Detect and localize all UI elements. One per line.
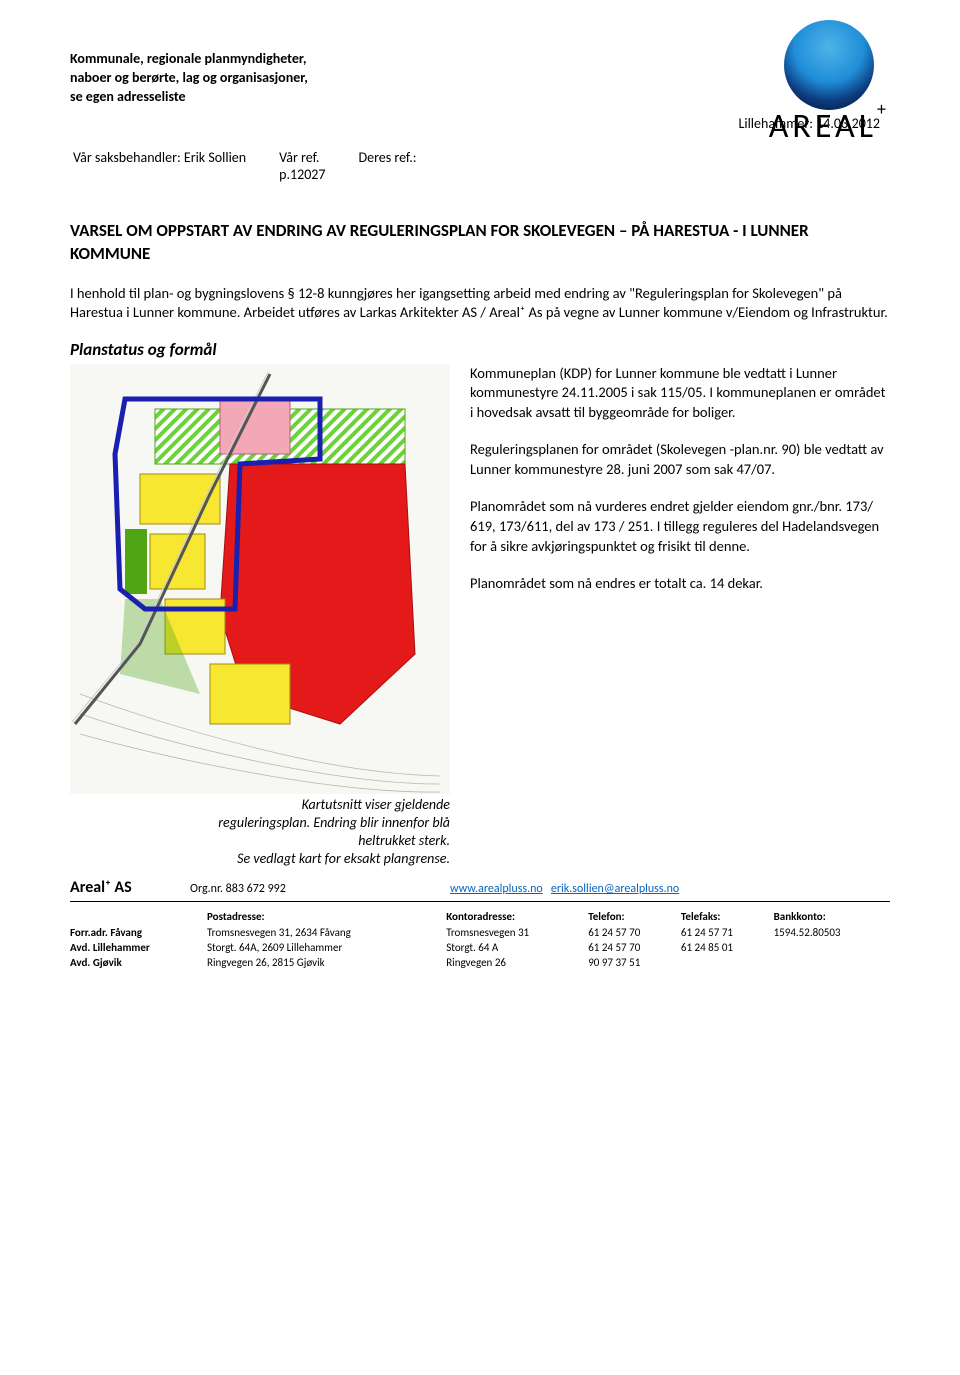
map-zone-yellow (210, 664, 290, 724)
case-handler: Vår saksbehandler: Erik Sollien (72, 148, 276, 184)
website-link[interactable]: www.arealpluss.no (450, 882, 543, 896)
two-column-layout: Kartutsnitt viser gjeldende reguleringsp… (70, 364, 890, 869)
col-header: Kontoradresse: (446, 908, 588, 925)
footer-links: www.arealpluss.no erik.sollien@arealplus… (450, 882, 679, 896)
cell (774, 940, 890, 955)
footer-brand: Areal⁺ AS (70, 878, 190, 897)
footer-address-table: Postadresse: Kontoradresse: Telefon: Tel… (70, 908, 890, 970)
table-row: Avd. Gjøvik Ringvegen 26, 2815 Gjøvik Ri… (70, 955, 890, 970)
caption-line: Se vedlagt kart for eksakt plangrense. (70, 850, 450, 868)
recipient-line: se egen adresseliste (70, 88, 890, 107)
cell: Ringvegen 26, 2815 Gjøvik (207, 955, 446, 970)
col-header: Telefaks: (681, 908, 774, 925)
caption-line: Kartutsnitt viser gjeldende (70, 796, 450, 814)
caption-line: reguleringsplan. Endring blir innenfor b… (70, 814, 450, 832)
table-header-row: Postadresse: Kontoradresse: Telefon: Tel… (70, 908, 890, 925)
map-zone-green (125, 529, 147, 594)
cell (774, 955, 890, 970)
cell: 61 24 85 01 (681, 940, 774, 955)
table-row: Forr.adr. Fåvang Tromsnesvegen 31, 2634 … (70, 925, 890, 940)
logo-word: AREAL (769, 106, 877, 147)
our-ref-label: Vår ref. (279, 149, 325, 166)
company-logo: AREAL+ (769, 20, 890, 147)
recipient-block: Kommunale, regionale planmyndigheter, na… (70, 50, 890, 107)
cell: Tromsnesvegen 31, 2634 Fåvang (207, 925, 446, 940)
zoning-map (70, 364, 450, 794)
date-line: Lillehammer: 14.03.2012 (70, 115, 880, 132)
paragraph: Kommuneplan (KDP) for Lunner kommune ble… (470, 364, 890, 423)
logo-plus-icon: + (877, 98, 890, 120)
cell: 61 24 57 70 (588, 925, 681, 940)
cell: 90 97 37 51 (588, 955, 681, 970)
col-header: Bankkonto: (774, 908, 890, 925)
footer-divider (70, 901, 890, 902)
cell: Avd. Gjøvik (70, 955, 207, 970)
cell: Ringvegen 26 (446, 955, 588, 970)
col-header: Postadresse: (207, 908, 446, 925)
our-ref-value: p.12027 (279, 166, 325, 183)
logo-circle-icon (784, 20, 874, 110)
reference-table: Vår saksbehandler: Erik Sollien Vår ref.… (70, 146, 449, 186)
cell: Avd. Lillehammer (70, 940, 207, 955)
footer-org-number: Org.nr. 883 672 992 (190, 882, 450, 896)
footer-brand-text: Areal⁺ AS (70, 878, 132, 897)
caption-line: heltrukket sterk. (70, 832, 450, 850)
table-row: Avd. Lillehammer Storgt. 64A, 2609 Lille… (70, 940, 890, 955)
footer-top-row: Areal⁺ AS Org.nr. 883 672 992 www.arealp… (70, 878, 890, 897)
footer: Areal⁺ AS Org.nr. 883 672 992 www.arealp… (70, 878, 890, 970)
col-header (70, 908, 207, 925)
paragraph: Reguleringsplanen for området (Skolevege… (470, 440, 890, 479)
paragraph: Planområdet som nå vurderes endret gjeld… (470, 497, 890, 556)
cell: Storgt. 64A, 2609 Lillehammer (207, 940, 446, 955)
cell: 61 24 57 71 (681, 925, 774, 940)
cell (681, 955, 774, 970)
recipient-line: Kommunale, regionale planmyndigheter, (70, 50, 890, 69)
cell: 61 24 57 70 (588, 940, 681, 955)
map-caption: Kartutsnitt viser gjeldende reguleringsp… (70, 796, 450, 869)
col-header: Telefon: (588, 908, 681, 925)
document-page: AREAL+ Kommunale, regionale planmyndighe… (0, 0, 960, 1375)
intro-paragraph: I henhold til plan- og bygningslovens § … (70, 284, 890, 323)
recipient-line: naboer og berørte, lag og organisasjoner… (70, 69, 890, 88)
section-heading: Planstatus og formål (70, 339, 890, 360)
cell: Forr.adr. Fåvang (70, 925, 207, 940)
cell: Storgt. 64 A (446, 940, 588, 955)
logo-text: AREAL+ (769, 106, 890, 147)
cell: Tromsnesvegen 31 (446, 925, 588, 940)
page-title: VARSEL OM OPPSTART AV ENDRING AV REGULER… (70, 220, 890, 266)
map-column: Kartutsnitt viser gjeldende reguleringsp… (70, 364, 450, 869)
paragraph: Planområdet som nå endres er totalt ca. … (470, 574, 890, 594)
email-link[interactable]: erik.sollien@arealpluss.no (551, 882, 679, 896)
their-ref-label: Deres ref.: (357, 148, 446, 184)
text-column: Kommuneplan (KDP) for Lunner kommune ble… (470, 364, 890, 612)
cell: 1594.52.80503 (774, 925, 890, 940)
